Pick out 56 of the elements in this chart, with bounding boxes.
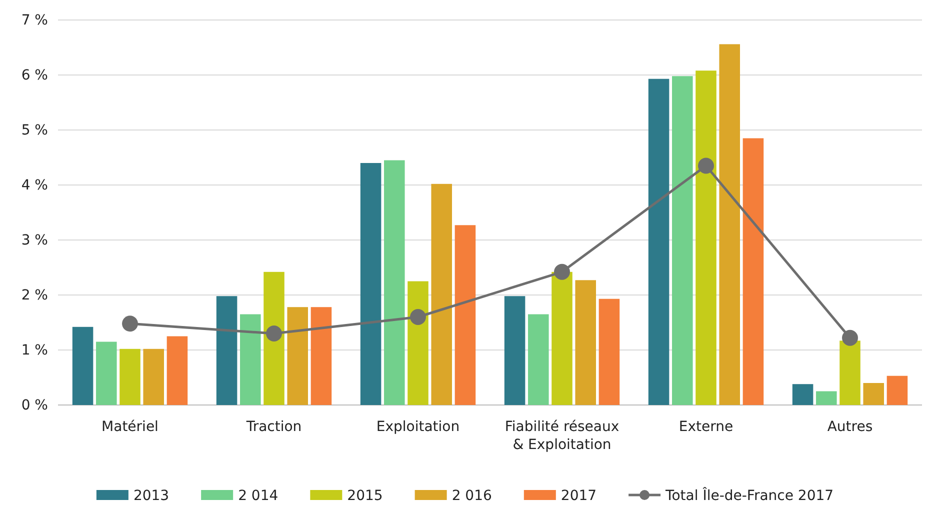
legend-label: 2 014 [238, 488, 278, 504]
bar [431, 184, 452, 405]
bar [120, 348, 140, 405]
bar [742, 138, 764, 405]
legend-label: 2013 [133, 488, 170, 504]
y-tick-label: 3 % [21, 232, 48, 248]
bar [719, 44, 740, 405]
bar [240, 314, 261, 405]
bar [310, 307, 332, 405]
bar [648, 78, 670, 405]
bar [840, 340, 860, 405]
legend-label: Total Île-de-France 2017 [664, 487, 834, 504]
bar [72, 326, 94, 405]
bar [863, 383, 884, 405]
x-tick-label: Fiabilité réseaux & Exploitation [504, 419, 620, 453]
point [122, 316, 138, 332]
legend-label: 2015 [347, 488, 383, 504]
bar [816, 391, 837, 405]
x-tick-label: Autres [827, 419, 873, 435]
bar [287, 307, 308, 405]
x-tick-label: Exploitation [376, 419, 460, 435]
point [410, 309, 426, 325]
bar [598, 298, 620, 405]
bar [408, 281, 428, 405]
legend-label: 2 016 [452, 488, 492, 504]
point [266, 326, 282, 342]
y-tick-label: 4 % [21, 177, 48, 194]
bar [360, 163, 382, 405]
bar [696, 70, 716, 405]
bar [792, 384, 814, 405]
y-tick-label: 5 % [21, 122, 48, 138]
bar [143, 348, 164, 405]
bar [166, 336, 188, 405]
bar [528, 314, 549, 405]
bar [264, 272, 284, 405]
bar [504, 296, 526, 405]
x-tick-label: Externe [678, 419, 734, 435]
y-tick-label: 0 % [21, 397, 48, 414]
bar [575, 280, 596, 405]
bar [216, 296, 238, 405]
point [554, 264, 570, 280]
y-tick-label: 2 % [21, 287, 48, 304]
bar [96, 342, 117, 405]
point [842, 330, 858, 346]
x-tick-label: Matériel [102, 419, 158, 435]
bar [384, 160, 405, 405]
bar [454, 225, 476, 405]
bar [886, 376, 908, 405]
y-tick-label: 7 % [21, 12, 48, 28]
y-tick-label: 6 % [21, 67, 48, 84]
legend-label: 2017 [560, 488, 597, 504]
bar [672, 76, 693, 405]
point [698, 158, 714, 174]
x-tick-label: Traction [245, 419, 302, 435]
y-tick-label: 1 % [21, 342, 48, 358]
bar [552, 272, 572, 405]
